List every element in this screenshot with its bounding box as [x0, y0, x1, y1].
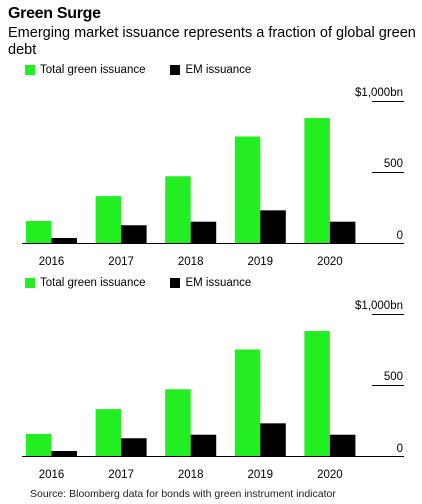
legend-label-em: EM issuance [185, 64, 252, 76]
y-tick-label: $1,000bn [355, 87, 403, 99]
bar-total-2017 [95, 196, 122, 243]
bar-em-2019 [260, 210, 286, 243]
x-tick-label: 2018 [178, 469, 204, 481]
bar-em-2017 [121, 225, 147, 243]
bar-em-2018 [190, 434, 217, 456]
bar-total-2018 [165, 176, 191, 243]
legend-item-em: EM issuance [170, 277, 251, 289]
bar-em-2016 [51, 238, 77, 243]
legend-item-total: Total green issuance [25, 64, 145, 76]
bar-total-2018 [165, 389, 191, 456]
legend-swatch-em [170, 278, 181, 288]
legend-item-total: Total green issuance [25, 277, 145, 289]
bar-total-2017 [95, 409, 122, 456]
x-tick-label: 2018 [178, 256, 204, 268]
legend: Total green issuance EM issuance [25, 63, 276, 77]
chart-panel-1: Total green issuance EM issuance 0 500 $1,… [0, 63, 422, 275]
legend: Total green issuance EM issuance [25, 276, 276, 290]
bar-total-2019 [234, 136, 261, 243]
y-tick-label: 500 [384, 371, 403, 383]
legend-swatch-em [170, 65, 181, 75]
x-tick-label: 2017 [108, 256, 134, 268]
chart-title: Green Surge [8, 5, 101, 22]
x-tick-label: 2020 [317, 256, 343, 268]
legend-label-total: Total green issuance [40, 64, 146, 76]
y-tick-label: 0 [397, 443, 403, 455]
bar-em-2020 [329, 434, 356, 456]
x-tick-label: 2016 [39, 469, 65, 481]
bar-chart-1: 0 500 $1,000bn 2016 2017 2018 2019 2020 [22, 87, 404, 268]
y-tick-label: 0 [397, 230, 403, 242]
bar-total-2016 [26, 433, 52, 456]
x-tick-label: 2016 [39, 256, 65, 268]
bar-total-2019 [234, 349, 261, 456]
bar-em-2019 [260, 423, 286, 456]
x-tick-label: 2017 [108, 469, 134, 481]
bar-total-2016 [26, 220, 52, 243]
bar-em-2017 [121, 438, 147, 456]
legend-label-total: Total green issuance [40, 277, 146, 289]
bar-em-2016 [51, 451, 77, 456]
bar-em-2018 [190, 221, 217, 243]
bar-em-2020 [329, 221, 356, 243]
bar-total-2020 [304, 118, 330, 243]
chart-subtitle: Emerging market issuance represents a fr… [8, 25, 416, 58]
legend-swatch-total [25, 65, 35, 75]
y-tick-label: 500 [384, 158, 403, 170]
chart-panel-2: Total green issuance EM issuance 0 500 $1,… [0, 276, 422, 488]
source-note: Source: Bloomberg data for bonds with gr… [30, 488, 336, 500]
legend-swatch-total [25, 278, 35, 288]
legend-item-em: EM issuance [170, 64, 251, 76]
x-tick-label: 2019 [248, 469, 274, 481]
bar-chart-2: 0 500 $1,000bn 2016 2017 2018 2019 2020 [22, 300, 404, 481]
legend-label-em: EM issuance [185, 277, 252, 289]
y-tick-label: $1,000bn [355, 300, 403, 312]
x-tick-label: 2020 [317, 469, 343, 481]
bar-total-2020 [304, 331, 330, 456]
x-tick-label: 2019 [248, 256, 274, 268]
